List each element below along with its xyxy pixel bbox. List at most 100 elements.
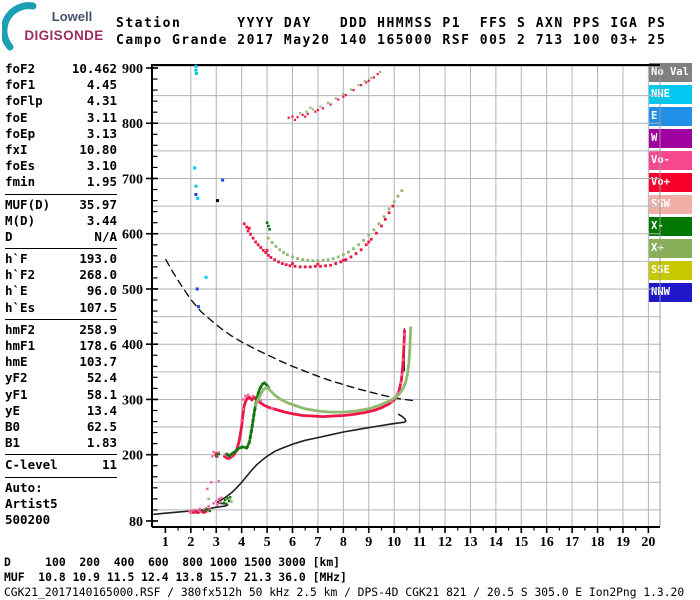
data-point [220, 496, 223, 499]
data-point [372, 76, 375, 79]
data-point [208, 508, 212, 511]
param-value: 3.11 [86, 109, 117, 125]
param-row-hf2: h`F2 268.0 [5, 267, 117, 283]
data-point [211, 455, 214, 458]
data-point [266, 236, 270, 240]
data-point [367, 233, 371, 237]
y-tick-label: 80 [129, 515, 143, 530]
data-point [202, 511, 205, 514]
param-value: 58.1 [86, 386, 117, 402]
data-point [372, 228, 376, 232]
data-point [326, 101, 330, 104]
data-point [282, 251, 286, 254]
data-point [215, 455, 218, 458]
data-point [199, 510, 203, 513]
data-point [268, 228, 271, 231]
data-point [265, 248, 269, 252]
data-point [208, 509, 212, 513]
data-point [267, 224, 270, 228]
data-point [216, 503, 219, 506]
param-separator [5, 193, 117, 195]
data-point [230, 500, 233, 503]
data-point [360, 84, 363, 87]
data-point [201, 510, 204, 513]
data-point [301, 113, 304, 117]
data-point [391, 204, 395, 208]
param-label: B1 [5, 435, 21, 451]
data-point [216, 455, 219, 459]
param-row-fmin: fmin 1.95 [5, 174, 117, 190]
param-label: h`F [5, 251, 28, 267]
series-third-hop-x [299, 70, 382, 115]
y-tick-label: 700 [122, 172, 143, 187]
data-point [280, 262, 284, 265]
data-point [254, 240, 258, 244]
data-point [365, 81, 368, 84]
param-value: 1.95 [86, 174, 117, 190]
data-point [347, 250, 350, 254]
param-footer-line: Artist5 [5, 495, 58, 511]
data-point [204, 510, 208, 513]
data-point [240, 419, 243, 422]
data-point [273, 258, 277, 262]
data-point [223, 498, 227, 502]
x-tick-label: 20 [641, 535, 655, 550]
data-point [277, 260, 280, 264]
data-point [288, 264, 292, 268]
data-point [229, 496, 232, 499]
param-value: 10.80 [79, 141, 117, 157]
data-point [341, 258, 345, 262]
param-separator [5, 248, 117, 250]
data-point [293, 264, 297, 268]
data-point [195, 511, 199, 514]
param-row-foep: foEp 3.13 [5, 126, 117, 142]
data-point [319, 264, 322, 268]
data-point [247, 226, 251, 230]
param-row-he: h`E 96.0 [5, 283, 117, 299]
param-label: C-level [5, 457, 58, 473]
param-label: foF2 [5, 61, 36, 76]
param-row-hes: h`Es 107.5 [5, 300, 117, 316]
data-point [296, 257, 299, 260]
data-point [266, 253, 270, 257]
data-point [264, 251, 268, 254]
data-point [225, 502, 228, 506]
data-point [396, 194, 400, 198]
data-point [291, 115, 294, 118]
x-tick-label: 8 [340, 535, 347, 550]
data-point [377, 222, 381, 226]
param-value: 107.5 [79, 299, 117, 315]
param-value: 3.44 [86, 212, 117, 228]
data-point [306, 112, 309, 115]
logo-graphic: Lowell DIGISONDE [0, 2, 103, 51]
data-point [265, 221, 269, 224]
param-value: 4.45 [86, 77, 117, 93]
data-point [392, 200, 396, 204]
data-point [194, 64, 198, 68]
data-point [331, 257, 335, 260]
data-point [202, 508, 205, 512]
param-value: 178.6 [79, 338, 117, 353]
param-footer-line: 500200 [5, 511, 51, 527]
x-tick-label: 2 [187, 535, 194, 550]
data-point [329, 263, 333, 267]
data-point [367, 79, 370, 82]
data-point [241, 408, 245, 411]
param-row-hmf2: hmF2 258.9 [5, 322, 117, 338]
data-point [304, 115, 307, 118]
scaled-parameters-panel: foF2 10.462 foF1 4.45 foFlp 4.31 foE 3.11 foEp 3.… [5, 61, 117, 528]
data-point [349, 88, 353, 91]
x-tick-label: 12 [438, 535, 452, 550]
data-point [311, 108, 314, 111]
param-label: MUF(D) [5, 196, 51, 212]
x-tick-label: 5 [264, 535, 271, 550]
data-point [321, 107, 325, 110]
data-point [303, 265, 307, 269]
data-point [370, 76, 373, 80]
data-point [382, 215, 386, 218]
data-point [403, 332, 406, 336]
param-row-hf: h`F 193.0 [5, 251, 117, 267]
param-value: 193.0 [79, 251, 117, 267]
data-point [316, 108, 320, 112]
data-point [374, 231, 378, 235]
